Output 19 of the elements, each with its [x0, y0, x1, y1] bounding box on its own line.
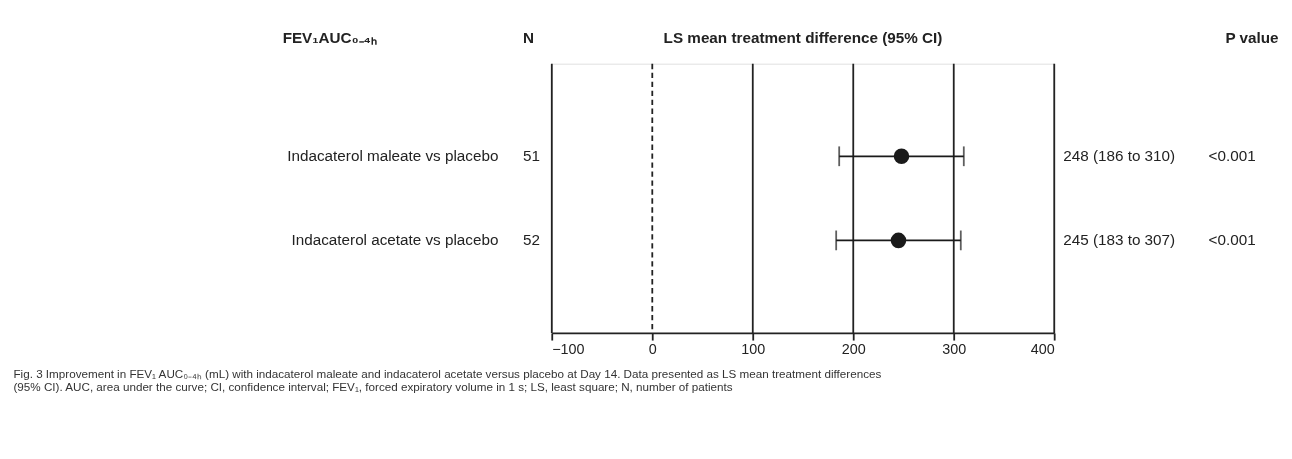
text: 52 [523, 230, 541, 248]
text: N [523, 29, 535, 47]
y-tick-label: Indacaterol acetate vs placebo [291, 230, 499, 248]
caption: Fig. 3 Improvement in FEV₁ AUC₀₋₄ₕ (mL) with indacaterol maleate and indacaterol acetate versus placebo at Day 14. Data presented as LS mean treatment differences (95% CI). AUC, area under the curve; CI, confidence interval; FEV₁, forced expiratory volume in 1 s; LS, least square; N, number of patients [13, 366, 882, 394]
x-tick-label: 100 [741, 341, 766, 357]
text: 51 [523, 146, 541, 164]
data-label: 248 (186 to 310) [1063, 146, 1176, 164]
text: <0.001 [1208, 230, 1256, 248]
x-tick-label: 0 [648, 341, 657, 357]
x-tick-label: 200 [841, 341, 866, 357]
data-label: 245 (183 to 307) [1063, 230, 1176, 248]
x-tick-label: 300 [942, 341, 967, 357]
x-axis-title: LS mean treatment difference (95% CI) [663, 29, 943, 47]
x-tick-label: −100 [552, 341, 585, 357]
text: FEV₁AUC₀₋₄ₕ [282, 29, 377, 47]
text: <0.001 [1208, 146, 1256, 164]
text: P value [1225, 29, 1279, 47]
y-tick-label: Indacaterol maleate vs placebo [287, 146, 499, 164]
x-tick-label: 400 [1030, 341, 1055, 357]
